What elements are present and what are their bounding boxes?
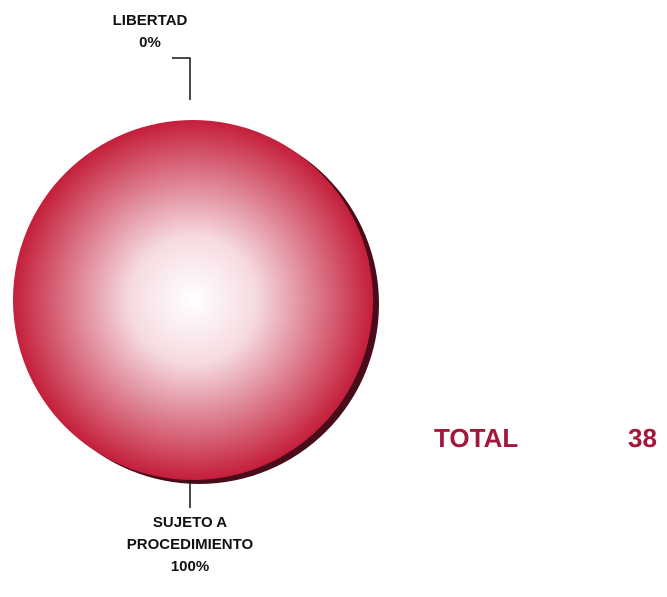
slice-label: SUJETO A PROCEDIMIENTO 100% bbox=[100, 512, 280, 578]
slice-label: LIBERTAD 0% bbox=[90, 10, 210, 54]
value-label: 0% bbox=[139, 34, 161, 51]
value-label: 100% bbox=[170, 558, 210, 575]
pie-slice bbox=[13, 120, 373, 480]
leader-line bbox=[172, 57, 191, 100]
category-label: LIBERTAD bbox=[112, 12, 188, 29]
category-label: SUJETO A PROCEDIMIENTO bbox=[126, 514, 254, 553]
total-value: 38 bbox=[628, 423, 657, 453]
total-label: TOTAL bbox=[434, 423, 519, 453]
